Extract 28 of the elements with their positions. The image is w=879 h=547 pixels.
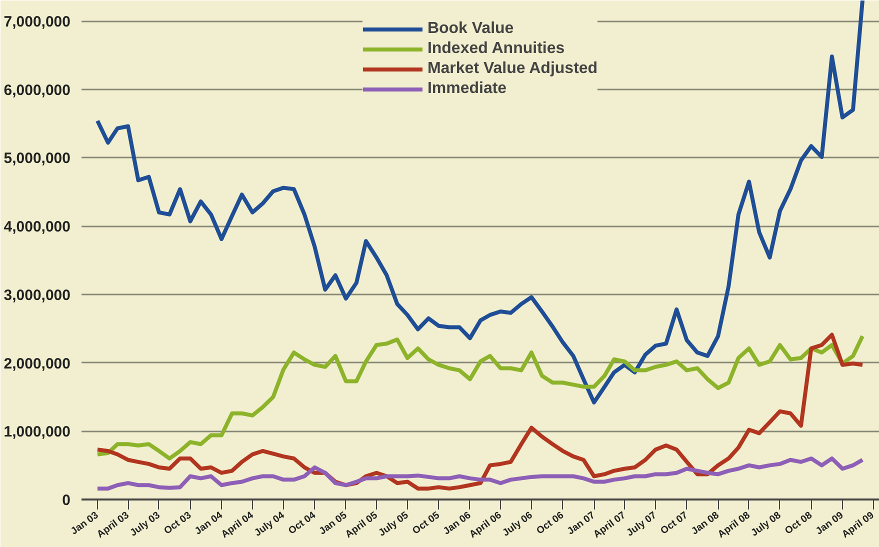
y-tick-label: 0 bbox=[62, 492, 70, 509]
y-tick-label: 6,000,000 bbox=[4, 82, 71, 99]
y-tick-label: 3,000,000 bbox=[4, 286, 71, 304]
x-tick-label: Oct 08 bbox=[783, 510, 815, 537]
line-series bbox=[95, 0, 865, 404]
y-tick-label: 4,000,000 bbox=[4, 218, 71, 236]
y-tick-label: 5,000,000 bbox=[4, 150, 71, 168]
y-tick-label: 1,000,000 bbox=[4, 424, 71, 441]
x-tick-label: Oct 07 bbox=[658, 510, 690, 537]
y-tick-label: 7,000,000 bbox=[4, 14, 71, 31]
x-tick-label: Oct 03 bbox=[162, 510, 194, 537]
x-tick-label: Oct 04 bbox=[286, 510, 318, 537]
x-tick-label: Oct 05 bbox=[410, 510, 442, 537]
legend-label: Immediate bbox=[427, 80, 507, 98]
x-tick-label: Oct 06 bbox=[534, 510, 566, 537]
line-series bbox=[95, 456, 865, 491]
x-tick-label: July 07 bbox=[624, 510, 660, 539]
legend-label: Market Value Adjusted bbox=[427, 60, 598, 78]
x-tick-label: July 04 bbox=[252, 510, 287, 539]
legend-label: Indexed Annuities bbox=[427, 40, 565, 58]
y-tick-label: 2,000,000 bbox=[4, 355, 71, 372]
line-series bbox=[95, 334, 865, 460]
x-tick-label: July 03 bbox=[128, 510, 163, 539]
x-tick-label: July 08 bbox=[749, 510, 784, 539]
line-series bbox=[95, 332, 865, 491]
legend-label: Book Value bbox=[427, 20, 514, 38]
x-tick-label: July 05 bbox=[376, 510, 412, 539]
x-tick-label: July 06 bbox=[500, 510, 536, 539]
